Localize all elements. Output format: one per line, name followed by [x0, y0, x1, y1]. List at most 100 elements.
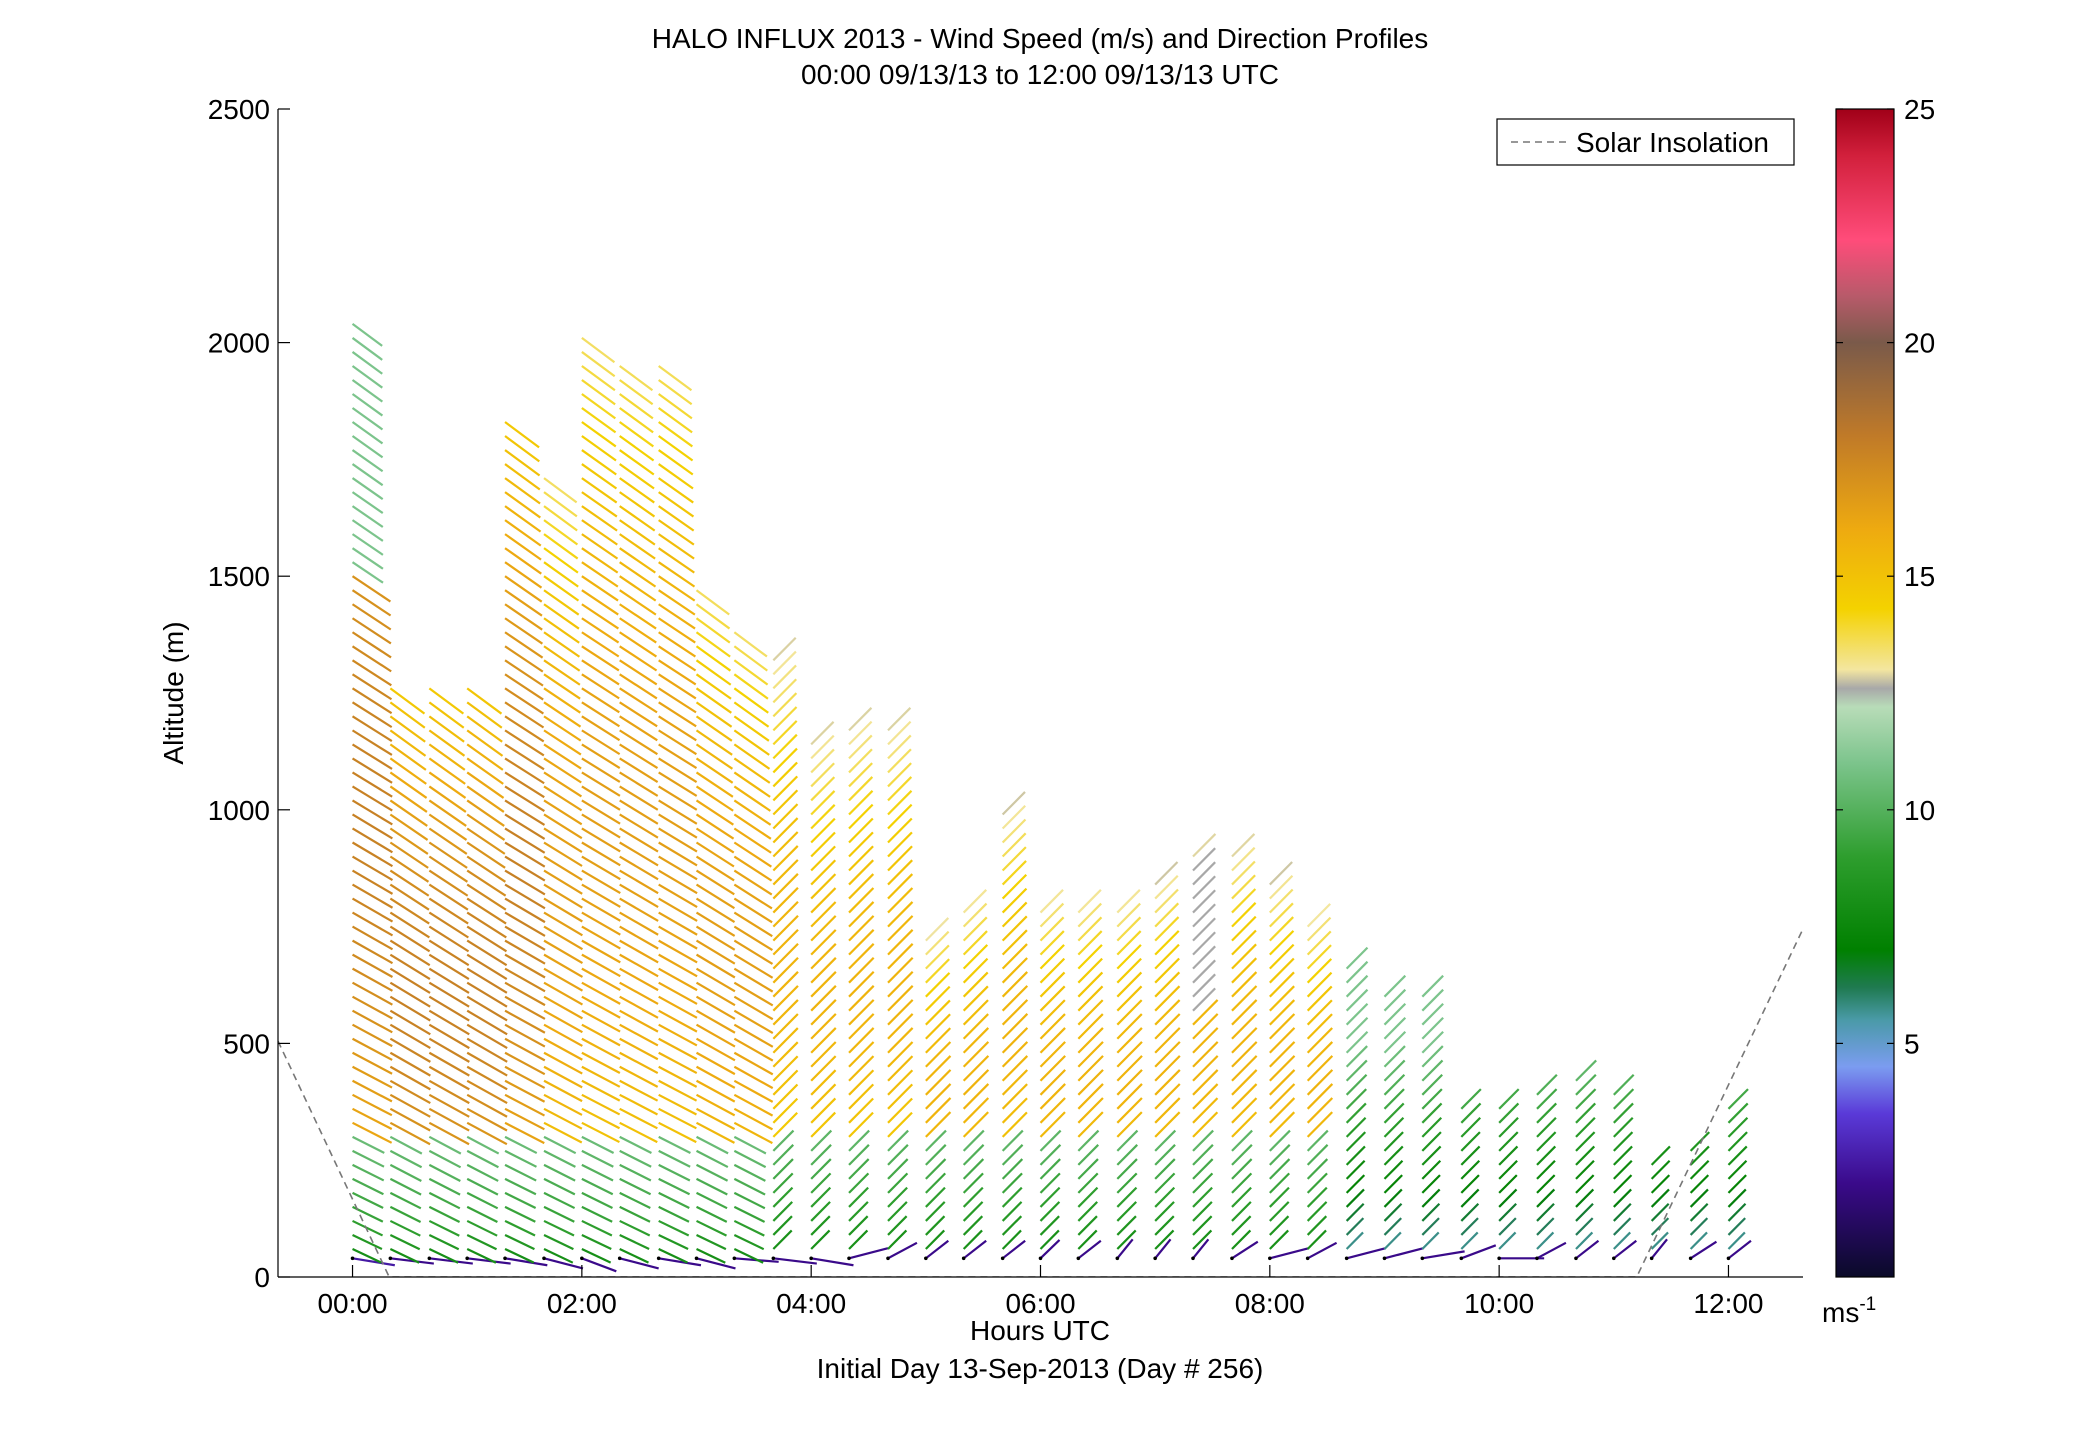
wind-barb	[887, 1215, 908, 1236]
wind-barb	[1421, 1073, 1443, 1096]
wind-barb	[1269, 861, 1293, 886]
wind-barb	[772, 1201, 794, 1222]
wind-barb	[543, 1051, 583, 1075]
wind-barb	[733, 687, 769, 714]
wind-barb	[467, 1257, 511, 1265]
wind-barb	[389, 925, 431, 953]
wind-barb	[658, 743, 698, 770]
wind-barb	[389, 953, 431, 981]
wind-barb	[733, 1177, 766, 1196]
wind-barb	[504, 477, 541, 505]
wind-barb	[848, 776, 874, 802]
wind-barb	[1192, 1229, 1213, 1250]
wind-barb	[1001, 860, 1027, 886]
wind-barb	[733, 855, 773, 882]
wind-profile	[771, 636, 817, 1265]
wind-barb	[581, 533, 619, 560]
wind-barb	[351, 645, 392, 673]
wind-barb	[1231, 971, 1258, 998]
wind-barb	[1269, 957, 1295, 984]
wind-barb	[1421, 1202, 1441, 1222]
wind-barb	[695, 743, 734, 770]
wind-barb	[504, 939, 546, 965]
wind-barb	[695, 673, 732, 700]
wind-profile	[1688, 1131, 1718, 1261]
wind-profile	[617, 365, 659, 1270]
wind-barb	[1650, 1231, 1669, 1250]
wind-barb	[466, 827, 506, 855]
wind-barb	[658, 575, 696, 602]
wind-barb	[1306, 1083, 1334, 1110]
wind-barb	[581, 1149, 614, 1168]
wind-barb	[733, 827, 772, 854]
wind-barb	[1306, 1158, 1329, 1180]
wind-barb	[925, 1172, 947, 1194]
wind-barb	[810, 1083, 837, 1110]
wind-barb	[658, 729, 697, 756]
wind-barb	[1192, 1158, 1214, 1180]
wind-barb	[658, 631, 697, 658]
wind-profile	[465, 687, 511, 1265]
wind-barb	[1536, 1217, 1555, 1236]
wind-barb	[1116, 1144, 1138, 1166]
wind-barb	[658, 547, 695, 574]
wind-barb	[428, 1219, 460, 1237]
wind-barb	[848, 859, 874, 886]
x-tick-label: 10:00	[1464, 1288, 1534, 1319]
wind-barb	[352, 1233, 383, 1251]
wind-barb	[466, 897, 507, 925]
wind-barb	[695, 771, 734, 798]
wind-barb	[619, 1135, 652, 1154]
wind-barb	[466, 785, 505, 813]
wind-barb	[351, 841, 394, 868]
wind-barb	[1001, 873, 1028, 900]
wind-barb	[1039, 971, 1066, 998]
wind-barb	[466, 1135, 500, 1155]
wind-barb	[962, 930, 988, 956]
wind-barb	[581, 589, 619, 616]
wind-barb	[1421, 1217, 1440, 1236]
wind-barb	[887, 790, 913, 816]
wind-barb	[619, 995, 659, 1019]
wind-barb	[1001, 915, 1028, 942]
wind-barb	[1001, 929, 1028, 956]
wind-barb	[352, 1051, 393, 1075]
wind-barb	[1306, 944, 1332, 970]
barb-origin-dot	[924, 1256, 928, 1261]
wind-barb	[389, 687, 426, 715]
wind-barb	[962, 957, 989, 984]
wind-barb	[428, 1149, 462, 1169]
wind-barb	[466, 715, 503, 743]
wind-barb	[733, 771, 771, 798]
wind-barb	[1306, 971, 1333, 998]
wind-barb	[619, 869, 659, 895]
wind-barb	[466, 799, 505, 827]
wind-barb	[504, 1163, 537, 1182]
wind-barb	[962, 1027, 990, 1054]
wind-barb	[733, 1205, 766, 1223]
wind-barb	[962, 999, 989, 1026]
wind-barb	[351, 547, 384, 570]
wind-barb	[1498, 1159, 1518, 1180]
wind-barb	[504, 519, 542, 547]
wind-barb	[962, 971, 989, 998]
wind-barb	[581, 547, 619, 574]
wind-barb	[1421, 1131, 1442, 1152]
wind-barb	[1192, 1201, 1213, 1222]
wind-barb	[1727, 1131, 1748, 1152]
wind-barb	[962, 1041, 990, 1068]
wind-barb	[504, 463, 541, 491]
wind-barb	[581, 1205, 613, 1223]
wind-barb	[658, 463, 694, 490]
wind-barb	[428, 953, 470, 981]
wind-barb	[733, 1149, 767, 1169]
wind-barb	[810, 915, 837, 942]
wind-barb	[1727, 1231, 1746, 1250]
wind-barb	[428, 911, 469, 939]
wind-barb	[695, 659, 732, 686]
wind-barb	[1575, 1239, 1600, 1260]
wind-barb	[1154, 1229, 1175, 1250]
wind-barb	[1536, 1188, 1556, 1208]
wind-barb	[1536, 1073, 1558, 1096]
wind-barb	[390, 1257, 434, 1265]
